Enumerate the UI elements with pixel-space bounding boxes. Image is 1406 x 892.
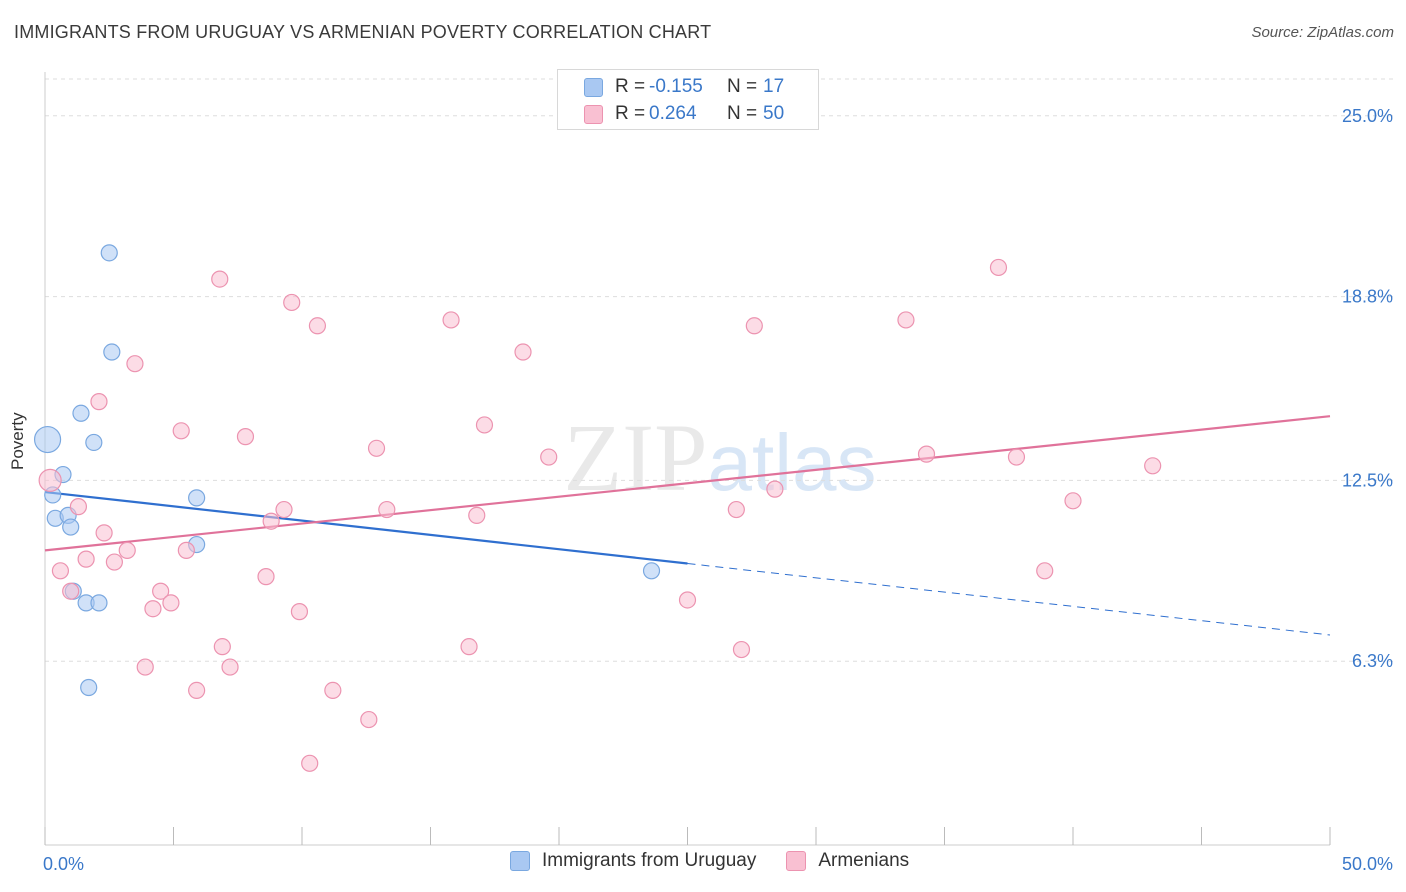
n-label: N = (727, 103, 758, 124)
chart-title: IMMIGRANTS FROM URUGUAY VS ARMENIAN POVE… (14, 22, 712, 42)
armenian-point (236, 428, 255, 446)
armenian-point (301, 754, 319, 772)
armenian-point (211, 270, 229, 288)
uruguay-point (72, 404, 90, 422)
n-value: 50 (763, 103, 785, 124)
uruguay-point (100, 244, 118, 262)
legend-swatch-armenians (584, 104, 603, 124)
armenian-point (727, 500, 745, 519)
r-value: -0.155 (649, 76, 703, 97)
armenian-point (468, 506, 486, 524)
y-tick-label: 25.0% (1342, 106, 1393, 126)
armenian-point (367, 439, 386, 457)
r-value: 0.264 (649, 103, 697, 124)
trend-lines (44, 415, 1331, 636)
tick-labels: 6.3% 12.5% 18.8% 25.0% 0.0% 50.0% (43, 106, 1393, 874)
armenian-point (257, 568, 275, 586)
armenian-point (324, 681, 342, 700)
uruguay-trend-line (44, 490, 688, 565)
armenian-point (213, 638, 231, 656)
armenian-point (162, 594, 180, 612)
armenian-point (378, 500, 396, 519)
correlation-legend: R = -0.155 N = 17 R = 0.264 N = 50 (557, 69, 819, 130)
armenian-point (290, 603, 309, 621)
r-label: R = (615, 76, 646, 97)
axes (44, 72, 1331, 846)
armenian-point (308, 317, 327, 335)
armenian-point (136, 658, 154, 676)
uruguay-point (103, 343, 121, 361)
n-label: N = (727, 76, 758, 97)
armenian-point (77, 550, 95, 568)
armenian-point (989, 258, 1008, 277)
legend-item-uruguay[interactable]: Immigrants from Uruguay (510, 850, 756, 872)
gridlines (45, 78, 1395, 662)
armenian-point (360, 710, 378, 729)
armenian-point (69, 498, 88, 516)
source-label: Source: ZipAtlas.com (1251, 24, 1394, 41)
armenian-point (177, 541, 195, 559)
armenian-point (1064, 492, 1082, 510)
armenian-point (766, 480, 784, 498)
armenian-point (678, 591, 697, 609)
uruguay-point (80, 678, 98, 697)
armenian-point (221, 658, 239, 676)
n-value: 17 (763, 76, 785, 97)
armenian-point (1007, 448, 1026, 466)
armenian-point (745, 317, 763, 335)
uruguay-point (85, 433, 103, 452)
armenian-point (917, 445, 936, 463)
legend-label: Armenians (818, 850, 910, 871)
armenian-point (172, 422, 190, 440)
armenian-point (475, 416, 494, 434)
uruguay-point (188, 489, 206, 507)
armenian-point (732, 640, 751, 659)
armenian-point (38, 468, 62, 492)
legend-row-uruguay: R = -0.155 N = 17 (584, 74, 784, 100)
armenian-point (283, 293, 301, 312)
armenian-point (51, 562, 70, 580)
uruguay-point (90, 594, 108, 612)
legend-label: Immigrants from Uruguay (542, 850, 757, 871)
armenian-point (90, 393, 108, 411)
armenian-point (126, 355, 144, 373)
armenian-point (105, 553, 123, 571)
armenian-point (95, 524, 113, 542)
data-points (33, 244, 1162, 772)
y-tick-label: 6.3% (1352, 651, 1393, 671)
uruguay-point (62, 518, 80, 536)
armenian-trend-line (44, 415, 1331, 552)
armenian-point (144, 600, 162, 618)
armenian-point (262, 512, 280, 530)
legend-row-armenians: R = 0.264 N = 50 (584, 101, 784, 127)
armenian-point (460, 638, 478, 656)
armenian-point (1144, 457, 1162, 475)
y-tick-label: 12.5% (1342, 470, 1393, 490)
y-axis-label: Poverty (8, 412, 27, 470)
armenian-point (188, 681, 206, 700)
uruguay-trend-extension (687, 563, 1331, 636)
armenian-point (540, 448, 558, 466)
watermark: ZIPatlas (564, 404, 877, 511)
x-tick-label: 0.0% (43, 854, 84, 874)
armenian-point (442, 311, 460, 329)
legend-item-armenians[interactable]: Armenians (786, 850, 909, 872)
legend-swatch-uruguay (510, 851, 530, 871)
armenian-point (1036, 562, 1054, 580)
series-legend: Immigrants from Uruguay Armenians (510, 850, 939, 872)
armenian-point (62, 582, 80, 600)
uruguay-point (33, 425, 62, 454)
armenian-point (275, 500, 293, 519)
armenian-point (118, 541, 136, 559)
armenian-point (514, 343, 532, 361)
r-label: R = (615, 103, 646, 124)
armenian-point (152, 582, 170, 600)
armenian-point (897, 311, 915, 329)
x-tick-label: 50.0% (1342, 854, 1393, 874)
uruguay-point (642, 562, 661, 580)
legend-swatch-armenians (786, 851, 807, 871)
legend-swatch-uruguay (584, 77, 603, 97)
y-tick-label: 18.8% (1342, 287, 1393, 307)
